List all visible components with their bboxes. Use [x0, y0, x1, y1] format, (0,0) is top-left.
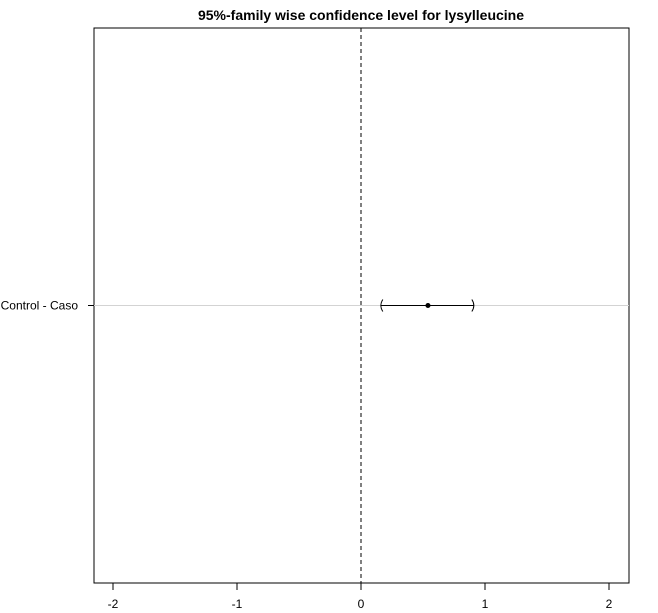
estimate-point	[425, 303, 431, 308]
x-tick-label: -2	[108, 597, 119, 611]
x-tick-label: 2	[606, 597, 613, 611]
lower-bound-bracket	[380, 299, 384, 312]
x-tick-label: -1	[232, 597, 243, 611]
x-tick-label: 0	[358, 597, 365, 611]
x-axis: -2 -1 0 1 2	[108, 582, 613, 611]
chart-title: 95%-family wise confidence level for lys…	[198, 7, 524, 23]
upper-bound-bracket	[471, 299, 475, 312]
comparison-label: Control - Caso	[1, 299, 79, 313]
comparison-rows: Control - Caso	[1, 299, 629, 313]
x-tick-label: 1	[482, 597, 489, 611]
